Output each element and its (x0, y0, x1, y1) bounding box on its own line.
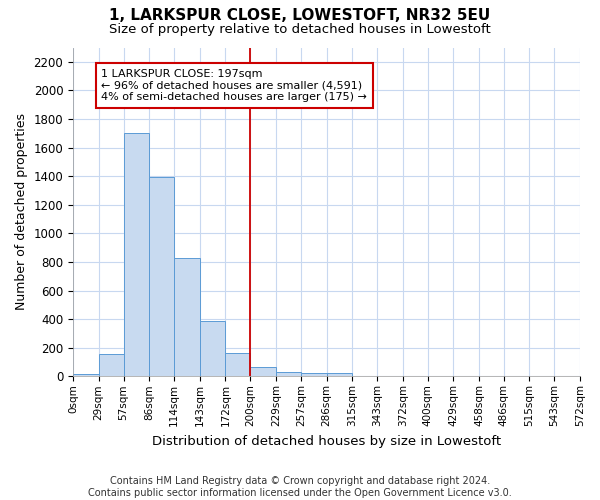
Bar (276, 372, 301, 376)
Text: 1, LARKSPUR CLOSE, LOWESTOFT, NR32 5EU: 1, LARKSPUR CLOSE, LOWESTOFT, NR32 5EU (109, 8, 491, 22)
Bar (326, 373, 352, 376)
Y-axis label: Number of detached properties: Number of detached properties (15, 114, 28, 310)
Bar (99, 354, 124, 376)
Text: 1 LARKSPUR CLOSE: 197sqm
← 96% of detached houses are smaller (4,591)
4% of semi: 1 LARKSPUR CLOSE: 197sqm ← 96% of detach… (101, 69, 367, 102)
Bar (73, 374, 99, 376)
Bar (250, 367, 276, 376)
Bar (124, 134, 149, 376)
Bar (149, 177, 174, 376)
Text: Size of property relative to detached houses in Lowestoft: Size of property relative to detached ho… (109, 22, 491, 36)
Bar (301, 373, 326, 376)
Bar (174, 258, 200, 376)
Bar (200, 322, 226, 376)
Bar (226, 353, 250, 376)
X-axis label: Distribution of detached houses by size in Lowestoft: Distribution of detached houses by size … (152, 434, 501, 448)
Text: Contains HM Land Registry data © Crown copyright and database right 2024.
Contai: Contains HM Land Registry data © Crown c… (88, 476, 512, 498)
